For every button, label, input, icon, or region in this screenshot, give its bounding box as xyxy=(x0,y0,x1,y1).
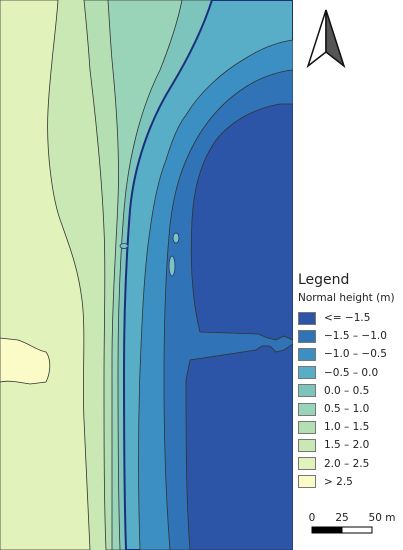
north-arrow-icon xyxy=(306,9,346,69)
legend-swatch xyxy=(298,347,316,361)
legend-swatch xyxy=(298,366,316,380)
legend-item: −0.5 – 0.0 xyxy=(298,364,403,382)
legend-label: 0.5 – 1.0 xyxy=(324,403,370,416)
small-islands xyxy=(119,232,180,277)
legend-swatch xyxy=(298,329,316,343)
legend-swatch xyxy=(298,384,316,398)
legend-item: 0.5 – 1.0 xyxy=(298,400,403,418)
legend-label: 2.0 – 2.5 xyxy=(324,457,370,470)
legend-item: −1.5 – −1.0 xyxy=(298,327,403,345)
legend-label: −1.5 – −1.0 xyxy=(324,330,387,343)
legend-title: Legend xyxy=(298,272,350,288)
scale-tick-label: 50 m xyxy=(369,512,396,524)
legend-swatch xyxy=(298,311,316,325)
legend-label: <= −1.5 xyxy=(324,312,371,325)
height-map xyxy=(0,0,293,550)
legend-swatch xyxy=(298,438,316,452)
legend-label: −0.5 – 0.0 xyxy=(324,366,379,379)
legend: Legend Normal height (m) <= −1.5 −1.5 – … xyxy=(298,272,403,491)
legend-swatch xyxy=(298,420,316,434)
scale-segment-black xyxy=(311,526,343,534)
legend-item: <= −1.5 xyxy=(298,309,403,327)
legend-item: 1.5 – 2.0 xyxy=(298,436,403,454)
legend-swatch xyxy=(298,402,316,416)
legend-label: > 2.5 xyxy=(324,475,353,488)
legend-item: > 2.5 xyxy=(298,473,403,491)
legend-list: <= −1.5 −1.5 – −1.0 −1.0 – −0.5 −0.5 – 0… xyxy=(298,309,403,491)
scale-segment-white xyxy=(341,526,373,534)
zone-2.0-2.5 xyxy=(0,0,91,550)
legend-swatch xyxy=(298,475,316,489)
zone-le-minus1.5 xyxy=(185,103,293,550)
legend-label: −1.0 – −0.5 xyxy=(324,348,387,361)
scale-tick-label: 25 xyxy=(335,512,348,524)
legend-item: −1.0 – −0.5 xyxy=(298,345,403,363)
legend-item: 1.0 – 1.5 xyxy=(298,418,403,436)
legend-swatch xyxy=(298,457,316,471)
scale-bar: 0 25 50 m xyxy=(309,512,396,534)
legend-label: 1.0 – 1.5 xyxy=(324,421,370,434)
legend-item: 2.0 – 2.5 xyxy=(298,455,403,473)
legend-label: 0.0 – 0.5 xyxy=(324,384,370,397)
scale-tick-label: 0 xyxy=(309,512,316,524)
legend-item: 0.0 – 0.5 xyxy=(298,382,403,400)
legend-label: 1.5 – 2.0 xyxy=(324,439,370,452)
legend-subtitle: Normal height (m) xyxy=(298,292,395,304)
zone-2.5-plus xyxy=(0,337,51,385)
